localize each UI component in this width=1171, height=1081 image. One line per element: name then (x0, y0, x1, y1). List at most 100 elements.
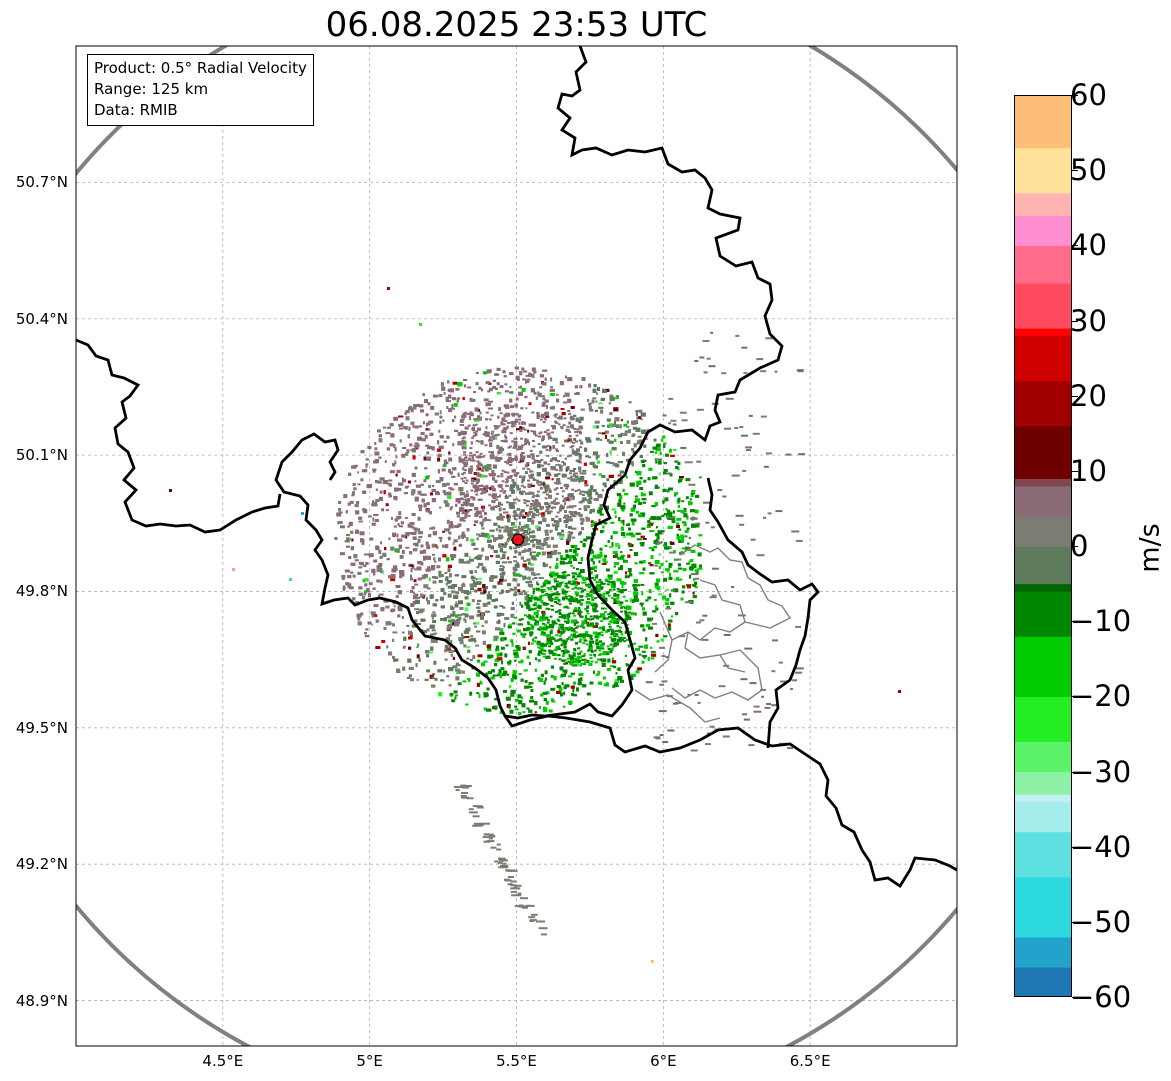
echo-pixel (516, 562, 519, 566)
echo-pixel (506, 540, 510, 543)
echo-pixel (694, 509, 699, 514)
echo-pixel (378, 593, 384, 596)
echo-pixel (643, 444, 647, 448)
echo-pixel (442, 483, 447, 487)
echo-pixel (348, 537, 351, 541)
echo-pixel (464, 426, 469, 430)
echo-pixel (441, 468, 446, 472)
echo-pixel (588, 648, 593, 651)
echo-pixel (640, 418, 643, 421)
echo-pixel (389, 443, 394, 447)
echo-pixel (539, 506, 544, 510)
echo-pixel (654, 585, 659, 589)
echo-pixel (488, 400, 493, 403)
echo-pixel (527, 518, 533, 522)
echo-pixel (500, 575, 504, 579)
echo-pixel (461, 575, 467, 579)
echo-pixel (624, 430, 630, 433)
echo-pixel (562, 395, 565, 398)
echo-pixel (567, 493, 572, 496)
echo-pixel (685, 478, 691, 482)
echo-pixel (673, 570, 679, 573)
echo-pixel (620, 505, 626, 510)
echo-pixel (676, 535, 681, 540)
echo-pixel (586, 536, 591, 540)
echo-pixel (558, 423, 561, 426)
echo-pixel (635, 410, 641, 413)
echo-pixel (541, 551, 546, 556)
echo-pixel (608, 402, 611, 405)
echo-pixel (638, 514, 643, 518)
echo-pixel (353, 487, 357, 491)
echo-pixel (612, 531, 618, 535)
echo-pixel (575, 434, 579, 437)
echo-pixel (583, 462, 587, 466)
echo-pixel (357, 483, 361, 486)
echo-pixel (544, 399, 549, 403)
echo-pixel (412, 406, 417, 410)
echo-pixel (579, 569, 585, 573)
echo-pixel (421, 577, 426, 580)
echo-pixel (429, 634, 433, 637)
echo-pixel (590, 622, 594, 626)
echo-pixel (513, 513, 519, 517)
echo-pixel (405, 517, 408, 519)
echo-pixel (590, 520, 594, 524)
echo-pixel (454, 696, 457, 700)
echo-pixel (445, 578, 449, 582)
echo-pixel (627, 554, 631, 558)
echo-pixel (525, 407, 528, 410)
echo-pixel (523, 669, 528, 672)
echo-pixel (431, 446, 435, 451)
echo-pixel (517, 526, 520, 531)
echo-pixel (633, 552, 638, 556)
echo-pixel (532, 543, 536, 548)
echo-pixel (613, 613, 617, 617)
echo-pixel (394, 518, 397, 521)
echo-pixel (489, 442, 493, 447)
echo-pixel (443, 391, 446, 395)
echo-pixel (543, 538, 548, 541)
echo-pixel (550, 571, 555, 575)
echo-pixel (442, 490, 446, 493)
echo-pixel (357, 571, 362, 575)
echo-pixel (556, 398, 560, 403)
echo-pixel (523, 577, 528, 580)
echo-pixel (506, 425, 509, 429)
echo-pixel (480, 440, 484, 445)
echo-pixel (422, 393, 425, 397)
echo-pixel (688, 536, 691, 539)
echo-pixel (432, 485, 435, 488)
echo-pixel (613, 479, 616, 482)
echo-pixel (476, 672, 480, 677)
echo-pixel (607, 658, 611, 663)
echo-pixel (533, 391, 537, 395)
echo-pixel (369, 537, 374, 541)
echo-pixel (477, 415, 480, 419)
echo-pixel (556, 591, 559, 596)
echo-pixel (666, 606, 670, 609)
echo-pixel (399, 554, 404, 559)
echo-pixel (501, 488, 504, 491)
echo-pixel (411, 522, 415, 526)
echo-pixel (573, 468, 577, 470)
echo-pixel (388, 575, 394, 579)
echo-pixel (681, 547, 687, 550)
echo-pixel (420, 432, 425, 435)
echo-pixel (462, 561, 468, 564)
echo-pixel (562, 669, 568, 673)
echo-pixel (529, 535, 532, 539)
echo-pixel (516, 484, 520, 489)
echo-pixel (613, 570, 618, 574)
echo-pixel (410, 568, 413, 573)
echo-pixel (367, 445, 372, 449)
echo-pixel (633, 518, 637, 522)
echo-pixel (678, 578, 683, 581)
echo-pixel (391, 516, 393, 520)
echo-pixel (390, 546, 395, 551)
echo-pixel (683, 522, 687, 527)
echo-pixel (690, 492, 695, 495)
echo-pixel (510, 425, 514, 428)
echo-pixel (414, 496, 419, 500)
